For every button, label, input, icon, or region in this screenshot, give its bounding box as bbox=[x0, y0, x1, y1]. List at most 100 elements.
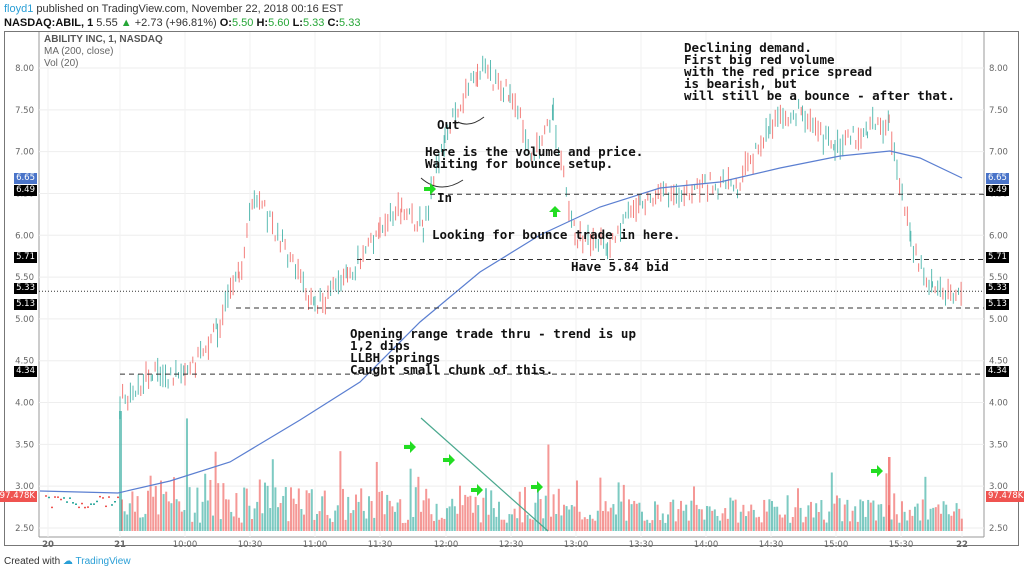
volume-bar bbox=[732, 500, 734, 531]
volume-bar bbox=[804, 516, 807, 531]
volume-bar bbox=[880, 504, 883, 531]
volume-bar bbox=[583, 517, 586, 531]
volume-bar bbox=[724, 508, 727, 531]
volume-bar bbox=[204, 473, 207, 531]
volume-bar bbox=[256, 501, 259, 531]
volume-bar bbox=[240, 522, 243, 531]
volume-bar bbox=[251, 519, 253, 531]
premarket-tick bbox=[108, 496, 110, 498]
volume-bar bbox=[513, 508, 516, 531]
chart-frame[interactable] bbox=[4, 31, 1019, 546]
volume-bar bbox=[212, 515, 214, 531]
volume-bar bbox=[609, 507, 612, 531]
price-axis-label: 6.65 bbox=[986, 173, 1009, 184]
volume-bar bbox=[576, 480, 578, 531]
tradingview-logo-icon: ☁ bbox=[62, 556, 73, 567]
volume-bar bbox=[440, 517, 443, 531]
volume-bar bbox=[807, 505, 810, 531]
x-tick-label: 14:00 bbox=[694, 540, 719, 550]
volume-bar bbox=[781, 517, 784, 531]
volume-bar bbox=[940, 513, 942, 531]
volume-bar bbox=[810, 501, 812, 531]
chart-annotation[interactable]: Here is the volume and price. Waiting fo… bbox=[425, 144, 644, 171]
volume-bar bbox=[849, 521, 851, 531]
volume-bar bbox=[664, 522, 667, 531]
volume-bar bbox=[165, 491, 168, 531]
volume-bar bbox=[765, 511, 768, 531]
premarket-tick bbox=[114, 500, 116, 503]
volume-bar bbox=[482, 497, 485, 531]
volume-bar bbox=[209, 479, 212, 531]
volume-bar bbox=[157, 514, 160, 531]
volume-bar bbox=[329, 518, 331, 531]
y-tick-left: 5.00 bbox=[15, 315, 34, 325]
volume-bar bbox=[539, 499, 542, 531]
volume-bar bbox=[742, 504, 745, 531]
volume-bar bbox=[864, 516, 867, 531]
volume-bar bbox=[453, 506, 456, 531]
y-tick-left: 3.00 bbox=[15, 482, 34, 492]
volume-bar bbox=[646, 519, 649, 531]
volume-bar bbox=[277, 507, 279, 531]
volume-bar bbox=[648, 522, 651, 531]
volume-bar bbox=[295, 504, 298, 531]
volume-bar bbox=[942, 501, 945, 531]
premarket-tick bbox=[99, 495, 101, 498]
volume-bar bbox=[391, 506, 394, 531]
volume-bar bbox=[253, 508, 256, 531]
volume-bar bbox=[355, 494, 357, 531]
volume-bar bbox=[867, 499, 870, 531]
volume-bar bbox=[747, 511, 750, 531]
chart-annotation[interactable]: Opening range trade thru - trend is up 1… bbox=[350, 326, 636, 377]
volume-bar bbox=[136, 496, 139, 531]
green-arrow-icon bbox=[531, 481, 543, 493]
x-tick-label: 20 bbox=[42, 540, 54, 550]
price-change: +2.73 (+96.81%) bbox=[134, 17, 217, 29]
volume-bar bbox=[544, 495, 547, 531]
chart-annotation[interactable]: Looking for bounce trade in here. bbox=[432, 227, 681, 242]
chart-annotation[interactable]: Have 5.84 bid bbox=[571, 259, 669, 274]
volume-bar bbox=[505, 522, 508, 531]
price-axis-label: 5.13 bbox=[14, 299, 37, 310]
volume-bar bbox=[238, 517, 240, 531]
volume-bar bbox=[908, 509, 911, 531]
volume-bar bbox=[729, 497, 732, 531]
volume-bar bbox=[459, 485, 461, 531]
chart-annotation[interactable]: Out bbox=[437, 117, 460, 132]
green-arrow-icon bbox=[871, 465, 883, 477]
tradingview-link[interactable]: TradingView bbox=[75, 556, 131, 567]
volume-bar bbox=[817, 511, 820, 531]
volume-bar bbox=[914, 506, 916, 531]
volume-bar bbox=[661, 513, 664, 531]
volume-bar bbox=[430, 514, 433, 531]
author-link[interactable]: floyd1 bbox=[4, 3, 34, 15]
legend-vol[interactable]: Vol (20) bbox=[44, 58, 79, 69]
y-tick-left: 4.50 bbox=[15, 357, 34, 367]
volume-bar bbox=[615, 514, 617, 531]
volume-bar bbox=[360, 488, 363, 531]
volume-bar bbox=[856, 521, 859, 531]
volume-bar bbox=[630, 504, 633, 531]
volume-bar bbox=[739, 511, 742, 531]
volume-bar bbox=[828, 511, 831, 531]
volume-bar bbox=[721, 513, 724, 531]
volume-bar bbox=[937, 504, 940, 531]
chart-annotation[interactable]: In bbox=[437, 190, 453, 205]
volume-bar bbox=[794, 507, 797, 531]
volume-bar bbox=[690, 500, 693, 531]
volume-bar bbox=[443, 518, 446, 531]
volume-bar bbox=[485, 488, 487, 531]
legend-ma[interactable]: MA (200, close) bbox=[44, 46, 114, 57]
volume-bar bbox=[357, 501, 360, 531]
volume-bar bbox=[225, 499, 227, 531]
volume-bar bbox=[700, 509, 703, 531]
chart-annotation[interactable]: Declining demand. First big red volume w… bbox=[684, 40, 955, 103]
symbol-label: NASDAQ:ABIL, 1 bbox=[4, 17, 94, 29]
volume-bar bbox=[412, 516, 415, 531]
volume-bar bbox=[524, 487, 526, 531]
premarket-tick bbox=[69, 497, 71, 499]
volume-bar bbox=[924, 476, 927, 531]
volume-bar bbox=[945, 504, 948, 531]
premarket-tick bbox=[78, 506, 80, 509]
